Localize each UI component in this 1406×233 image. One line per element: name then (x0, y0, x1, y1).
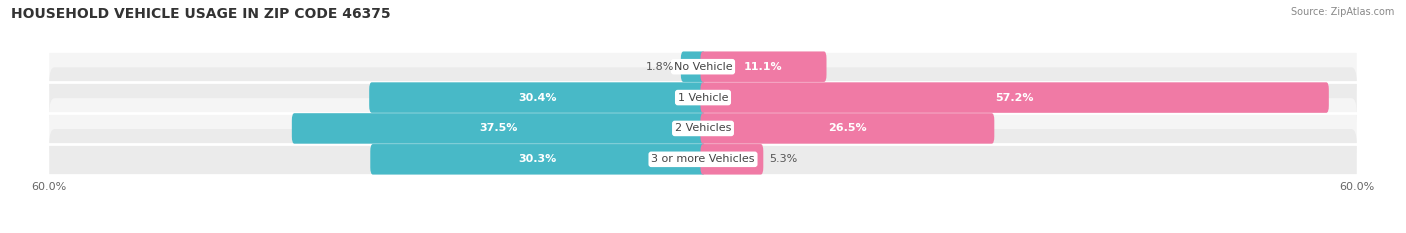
Text: No Vehicle: No Vehicle (673, 62, 733, 72)
FancyBboxPatch shape (49, 129, 1357, 190)
Text: 11.1%: 11.1% (744, 62, 783, 72)
FancyBboxPatch shape (681, 51, 706, 82)
FancyBboxPatch shape (700, 51, 827, 82)
Text: 26.5%: 26.5% (828, 123, 866, 134)
FancyBboxPatch shape (292, 113, 706, 144)
Text: 2 Vehicles: 2 Vehicles (675, 123, 731, 134)
FancyBboxPatch shape (700, 82, 1329, 113)
Text: HOUSEHOLD VEHICLE USAGE IN ZIP CODE 46375: HOUSEHOLD VEHICLE USAGE IN ZIP CODE 4637… (11, 7, 391, 21)
Text: 3 or more Vehicles: 3 or more Vehicles (651, 154, 755, 164)
Text: 30.3%: 30.3% (519, 154, 557, 164)
FancyBboxPatch shape (700, 113, 994, 144)
FancyBboxPatch shape (370, 82, 706, 113)
FancyBboxPatch shape (49, 67, 1357, 128)
Text: 1 Vehicle: 1 Vehicle (678, 93, 728, 103)
FancyBboxPatch shape (370, 144, 706, 175)
Text: 57.2%: 57.2% (995, 93, 1033, 103)
Text: Source: ZipAtlas.com: Source: ZipAtlas.com (1291, 7, 1395, 17)
FancyBboxPatch shape (700, 144, 763, 175)
Text: 37.5%: 37.5% (479, 123, 517, 134)
Text: 30.4%: 30.4% (519, 93, 557, 103)
Text: 5.3%: 5.3% (769, 154, 797, 164)
Text: 1.8%: 1.8% (647, 62, 675, 72)
FancyBboxPatch shape (49, 36, 1357, 97)
FancyBboxPatch shape (49, 98, 1357, 159)
